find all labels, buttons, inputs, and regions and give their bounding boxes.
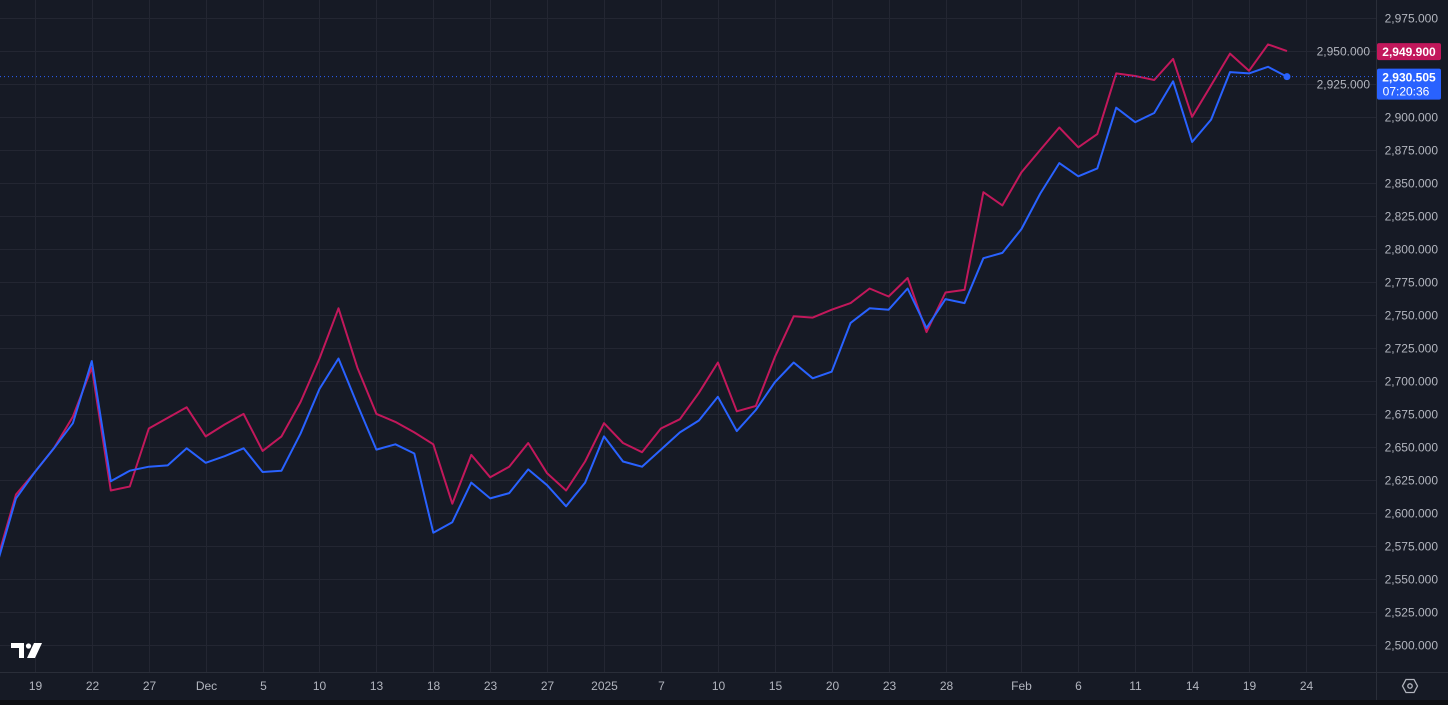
blue-series-line [0, 65, 1288, 558]
time-tick-label: 14 [1186, 679, 1200, 693]
time-tick-label: 5 [260, 679, 267, 693]
bottom-bar [0, 700, 1448, 705]
time-tick-label: 27 [541, 679, 555, 693]
time-tick-label: Feb [1011, 679, 1032, 693]
blue-last-price-tag [1377, 68, 1441, 100]
time-tick-label: 19 [1243, 679, 1257, 693]
time-tick-label: 15 [769, 679, 783, 693]
time-tick-label: 20 [826, 679, 840, 693]
time-axis[interactable]: 19 22 27 Dec 5 10 13 18 23 27 2025 7 10 15 20 23 28 Feb 6 1… [29, 679, 1314, 693]
time-tick-label: 27 [143, 679, 157, 693]
price-axis[interactable]: 2,500.000 2,525.000 2,550.000 2,575.000 2,60… [1317, 12, 1439, 653]
time-tick-label: 7 [658, 679, 665, 693]
price-tick-label: 2,975.000 [1385, 12, 1439, 26]
time-tick-label: 10 [313, 679, 327, 693]
time-tick-label: 10 [712, 679, 726, 693]
price-tick-label: 2,700.000 [1385, 375, 1439, 389]
price-tick-label: 2,775.000 [1385, 276, 1439, 290]
price-tick-label: 2,600.000 [1385, 507, 1439, 521]
price-tick-label: 2,575.000 [1385, 540, 1439, 554]
price-tick-label: 2,550.000 [1385, 573, 1439, 587]
bar-countdown: 07:20:36 [1383, 85, 1430, 99]
red-last-price-tag [1377, 43, 1441, 61]
time-tick-label: Dec [196, 679, 217, 693]
time-tick-label: 28 [940, 679, 954, 693]
price-tick-label: 2,950.000 [1317, 45, 1371, 59]
grid [0, 0, 1376, 672]
series-lines [0, 43, 1376, 558]
time-tick-label: 24 [1300, 679, 1314, 693]
time-tick-label: 23 [484, 679, 498, 693]
red-last-price: 2,949.900 [1382, 45, 1436, 59]
price-tick-label: 2,800.000 [1385, 243, 1439, 257]
price-tick-label: 2,900.000 [1385, 111, 1439, 125]
price-tick-label: 2,850.000 [1385, 177, 1439, 191]
price-tick-label: 2,925.000 [1317, 78, 1371, 92]
price-tick-label: 2,675.000 [1385, 408, 1439, 422]
price-tick-label: 2,525.000 [1385, 606, 1439, 620]
price-tick-label: 2,725.000 [1385, 342, 1439, 356]
red-series-line [0, 43, 1288, 554]
price-tick-label: 2,650.000 [1385, 441, 1439, 455]
time-tick-label: 6 [1075, 679, 1082, 693]
gear-icon[interactable] [1401, 678, 1419, 694]
time-tick-label: 22 [86, 679, 100, 693]
blue-last-price: 2,930.505 [1382, 71, 1436, 85]
price-tick-label: 2,825.000 [1385, 210, 1439, 224]
price-tick-label: 2,750.000 [1385, 309, 1439, 323]
time-tick-label: 23 [883, 679, 897, 693]
time-tick-label: 13 [370, 679, 384, 693]
price-tick-label: 2,500.000 [1385, 639, 1439, 653]
price-tick-label: 2,625.000 [1385, 474, 1439, 488]
time-tick-label: 19 [29, 679, 43, 693]
price-tick-label: 2,875.000 [1385, 144, 1439, 158]
tradingview-logo[interactable] [11, 643, 42, 658]
time-tick-label: 2025 [591, 679, 618, 693]
time-tick-label: 11 [1129, 679, 1142, 693]
last-point-marker [1283, 73, 1291, 81]
time-tick-label: 18 [427, 679, 441, 693]
